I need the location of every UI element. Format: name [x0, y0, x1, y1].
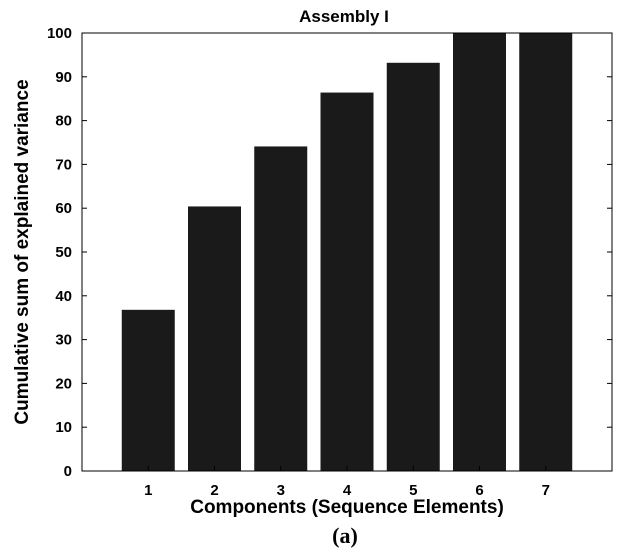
- y-tick-label: 80: [55, 113, 72, 130]
- bar-5: [386, 62, 440, 472]
- y-tick-label: 30: [55, 332, 72, 349]
- y-tick-label: 60: [55, 200, 72, 217]
- y-tick-label: 50: [55, 244, 72, 261]
- bar-1: [121, 309, 175, 471]
- y-axis-ticks: 0 10 20 30 40 50 60 70 80 90 100: [47, 25, 612, 480]
- y-tick-label: 20: [55, 375, 72, 392]
- y-tick-label: 10: [55, 419, 72, 436]
- y-tick-label: 100: [47, 25, 72, 42]
- y-tick-label: 40: [55, 288, 72, 305]
- bar-6: [453, 33, 506, 471]
- x-axis-ticks: 1 2 3 4 5 6 7: [144, 466, 550, 499]
- bar-4: [320, 92, 374, 472]
- figure-caption: (a): [332, 523, 358, 548]
- bars-group: [121, 33, 573, 472]
- x-axis-label: Components (Sequence Elements): [190, 497, 504, 518]
- y-tick-label: 70: [55, 156, 72, 173]
- x-tick-label: 4: [343, 482, 352, 499]
- bar-2: [188, 206, 241, 471]
- x-tick-label: 2: [210, 482, 218, 499]
- chart-title: Assembly I: [299, 7, 389, 26]
- x-tick-label: 1: [144, 482, 152, 499]
- y-axis-label: Cumulative sum of explained variance: [12, 79, 33, 424]
- y-tick-label: 0: [64, 463, 72, 480]
- x-tick-label: 3: [277, 482, 285, 499]
- x-tick-label: 5: [409, 482, 417, 499]
- y-tick-label: 90: [55, 69, 72, 86]
- bar-7: [519, 33, 573, 471]
- x-tick-label: 6: [475, 482, 483, 499]
- bar-3: [254, 146, 308, 471]
- x-tick-label: 7: [542, 482, 550, 499]
